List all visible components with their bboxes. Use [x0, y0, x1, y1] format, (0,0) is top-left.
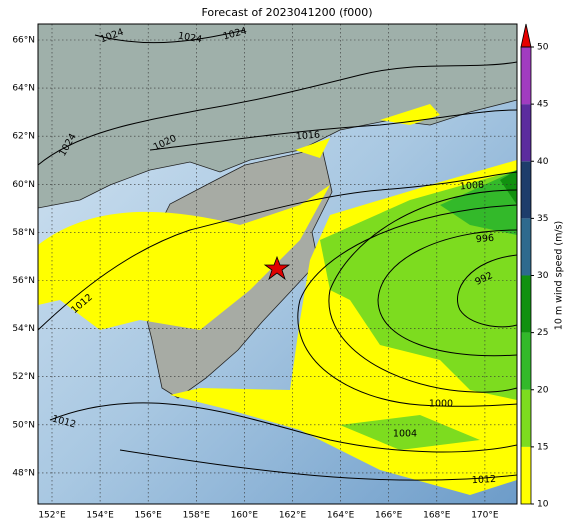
colorbar: 10 15 20 25 30 35 40 45 50 10 m wind speed (m/s): [520, 23, 565, 510]
colorbar-tick-label: 50: [537, 43, 549, 53]
colorbar-tick-label: 45: [537, 100, 548, 110]
graticule: [38, 24, 517, 504]
lat-label: 52°N: [12, 372, 35, 382]
lat-label: 48°N: [12, 468, 35, 478]
isobar: [377, 229, 517, 357]
isobar-label: 1000: [429, 399, 453, 410]
lon-label: 160°E: [231, 511, 259, 521]
colorbar-segment: [521, 47, 531, 105]
lat-label: 56°N: [12, 276, 35, 286]
colorbar-tick-label: 25: [537, 328, 548, 338]
wind-green-light: [320, 170, 517, 450]
isobar-label: 996: [475, 233, 494, 246]
colorbar-tick-label: 20: [537, 385, 549, 395]
wind-green: [440, 170, 517, 235]
isobar: [328, 189, 517, 393]
lat-label: 58°N: [12, 228, 35, 238]
colorbar-extend: [520, 23, 532, 48]
colorbar-tick-label: 30: [537, 271, 549, 281]
lat-label: 50°N: [12, 420, 35, 430]
colorbar-segment: [521, 275, 531, 333]
colorbar-tick-label: 35: [537, 214, 548, 224]
colorbar-tick-label: 10: [537, 500, 549, 510]
lon-label: 162°E: [279, 511, 307, 521]
colorbar-segment: [521, 389, 531, 447]
isobars: [38, 29, 517, 481]
isobar-label: 1024: [177, 30, 203, 45]
lon-label: 156°E: [135, 511, 163, 521]
isobar: [94, 29, 246, 44]
colorbar-segment: [521, 446, 531, 504]
lat-label: 64°N: [12, 84, 35, 94]
isobar: [119, 449, 517, 481]
lon-label: 154°E: [86, 511, 114, 521]
colorbar-label: 10 m wind speed (m/s): [554, 221, 565, 330]
isobar-label: 1016: [295, 129, 320, 142]
colorbar-tick-label: 40: [537, 157, 549, 167]
lat-label: 66°N: [12, 36, 35, 46]
map-area: [38, 24, 517, 504]
lon-label: 152°E: [38, 511, 66, 521]
lat-label: 62°N: [12, 132, 35, 142]
isobar: [38, 61, 517, 166]
isobar: [149, 109, 517, 151]
isobar: [49, 402, 517, 453]
lon-label: 170°E: [471, 511, 499, 521]
land-north: [38, 24, 517, 209]
wind-yellow-north: [295, 104, 440, 158]
title: Forecast of 2023041200 (f000): [201, 6, 372, 19]
lon-label: 164°E: [327, 511, 355, 521]
isobar-label: 1008: [459, 179, 484, 192]
wind-green-dark: [500, 170, 517, 205]
wind-yellow-west: [38, 185, 330, 330]
colorbar-segment: [521, 332, 531, 390]
tick-labels: 66°N 64°N 62°N 60°N 58°N 56°N 54°N 52°N 50°N 48°N…: [12, 36, 499, 521]
colorbar-tick-label: 15: [537, 442, 548, 452]
lon-label: 158°E: [183, 511, 211, 521]
colorbar-segment: [521, 218, 531, 276]
lat-label: 60°N: [12, 180, 35, 190]
colorbar-segment: [521, 161, 531, 219]
isobar-label: 1004: [393, 429, 417, 440]
lon-label: 166°E: [375, 511, 403, 521]
isobar: [297, 204, 517, 407]
map-frame: [37, 23, 518, 505]
location-star: [263, 255, 291, 281]
isobar: [38, 171, 517, 331]
isobar: [457, 254, 517, 328]
lon-label: 168°E: [423, 511, 451, 521]
isobar-label: 1012: [472, 474, 497, 486]
colorbar-segment: [521, 104, 531, 162]
lat-label: 54°N: [12, 324, 35, 334]
